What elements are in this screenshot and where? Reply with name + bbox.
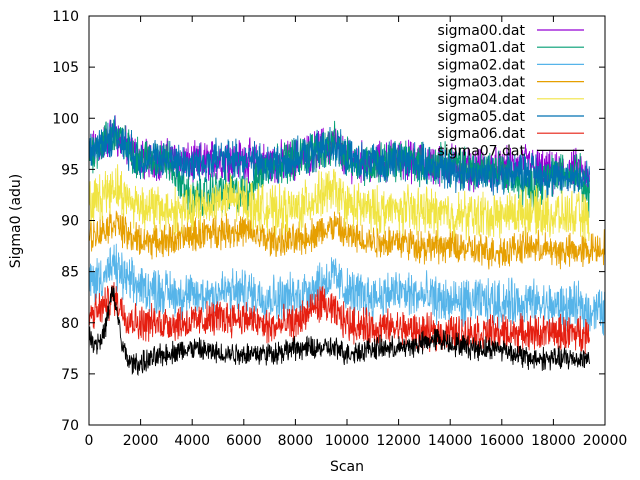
y-tick-label: 95 bbox=[61, 162, 79, 178]
series-layer bbox=[88, 115, 606, 377]
x-tick-label: 0 bbox=[85, 433, 94, 449]
series-line-sigma07 bbox=[88, 285, 590, 377]
x-tick-label: 18000 bbox=[531, 433, 576, 449]
series-line-sigma04 bbox=[88, 164, 590, 243]
y-axis-title: Sigma0 (adu) bbox=[8, 174, 24, 269]
series-line-sigma05 bbox=[88, 115, 590, 198]
x-axis-title: Scan bbox=[330, 459, 364, 475]
x-tick-label: 6000 bbox=[226, 433, 262, 449]
y-tick-label: 90 bbox=[61, 214, 79, 230]
tick-layer: 0 2000 4000 6000 8000 10000 12000 14000 16000 180… bbox=[52, 9, 627, 449]
legend-label: sigma04.dat bbox=[437, 92, 525, 108]
x-tick-label: 2000 bbox=[123, 433, 159, 449]
legend-label: sigma00.dat bbox=[437, 23, 525, 39]
series-line-sigma06 bbox=[88, 282, 590, 355]
x-tick-label: 10000 bbox=[325, 433, 370, 449]
legend-label: sigma01.dat bbox=[437, 40, 525, 56]
series-line-sigma02 bbox=[88, 243, 606, 336]
legend-label: sigma03.dat bbox=[437, 75, 525, 91]
x-tick-label: 8000 bbox=[278, 433, 314, 449]
y-tick-label: 100 bbox=[52, 111, 79, 127]
x-tick-label: 20000 bbox=[583, 433, 628, 449]
legend-label: sigma06.dat bbox=[437, 126, 525, 142]
y-tick-label: 75 bbox=[61, 367, 79, 383]
y-tick-label: 70 bbox=[61, 418, 79, 434]
y-tick-label: 105 bbox=[52, 60, 79, 76]
x-tick-label: 16000 bbox=[480, 433, 525, 449]
legend-label: sigma05.dat bbox=[437, 109, 525, 125]
legend-label: sigma07.dat bbox=[437, 143, 525, 159]
series-line-sigma03 bbox=[88, 208, 606, 270]
x-tick-label: 14000 bbox=[428, 433, 473, 449]
legend-label: sigma02.dat bbox=[437, 57, 525, 73]
y-tick-label: 85 bbox=[61, 265, 79, 281]
y-tick-label: 80 bbox=[61, 316, 79, 332]
x-tick-label: 4000 bbox=[174, 433, 210, 449]
y-tick-label: 110 bbox=[52, 9, 79, 25]
x-tick-label: 12000 bbox=[376, 433, 421, 449]
